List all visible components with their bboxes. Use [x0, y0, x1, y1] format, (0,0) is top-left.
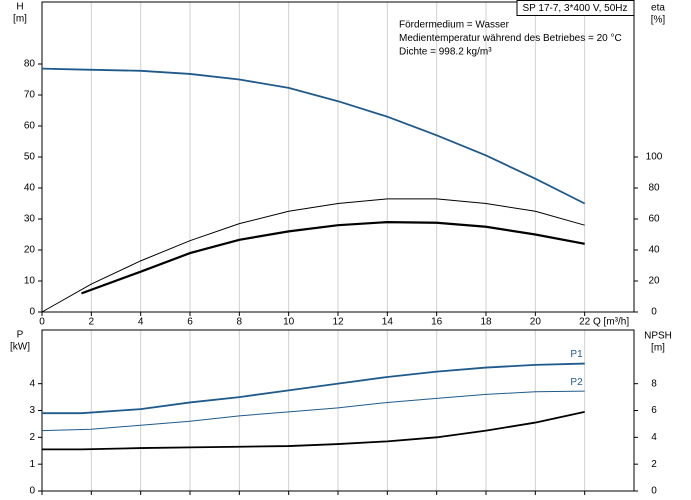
chart-title: SP 17-7, 3*400 V, 50Hz: [522, 3, 627, 14]
y-tick-label: 1: [29, 459, 35, 470]
y-axis-unit: [m]: [13, 14, 27, 25]
y2-axis-label: eta: [651, 3, 665, 14]
y2-tick-label: 0: [651, 307, 657, 318]
y-tick-label: 0: [29, 486, 35, 497]
y2-tick-label: 8: [651, 378, 657, 389]
x-tick-label: 0: [39, 317, 45, 328]
y-tick-label: 2: [29, 432, 35, 443]
x-tick-label: 22: [579, 317, 591, 328]
y2-tick-label: 100: [646, 152, 663, 163]
y-tick-label: 0: [29, 307, 35, 318]
y-tick-label: 3: [29, 405, 35, 416]
x-tick-label: 4: [138, 317, 144, 328]
y-tick-label: 20: [24, 245, 36, 256]
x-tick-label: 14: [382, 317, 394, 328]
x-tick-label: 12: [332, 317, 344, 328]
annotation: Dichte = 998.2 kg/m³: [399, 47, 492, 58]
x-tick-label: 20: [530, 317, 542, 328]
x-tick-label: 8: [237, 317, 243, 328]
y-axis-label: P: [17, 330, 24, 341]
series-line: [42, 410, 585, 451]
y-axis-unit: [kW]: [10, 342, 30, 353]
series-line: [42, 362, 585, 415]
y2-tick-label: 4: [651, 432, 657, 443]
y-tick-label: 30: [24, 214, 36, 225]
annotation: Fördermedium = Wasser: [399, 20, 510, 31]
series-line: [41, 198, 585, 313]
series-label: P1: [570, 349, 583, 360]
y2-tick-label: 40: [648, 245, 660, 256]
y-tick-label: 40: [24, 183, 36, 194]
series-line: [41, 67, 586, 205]
y-tick-label: 80: [24, 59, 36, 70]
series-line: [41, 390, 585, 432]
y2-axis-unit: [m]: [651, 343, 665, 354]
x-axis-label: Q [m³/h]: [593, 317, 629, 328]
y-tick-label: 70: [24, 90, 36, 101]
series-line: [81, 220, 585, 295]
y2-tick-label: 2: [651, 459, 657, 470]
x-tick-label: 10: [283, 317, 295, 328]
y2-axis-unit: [%]: [651, 15, 666, 26]
y2-tick-label: 60: [648, 214, 660, 225]
y-tick-label: 4: [29, 378, 35, 389]
x-tick-label: 6: [187, 317, 193, 328]
x-tick-label: 16: [431, 317, 443, 328]
y-tick-label: 50: [24, 152, 36, 163]
y2-tick-label: 20: [648, 276, 660, 287]
y-tick-label: 60: [24, 121, 36, 132]
y2-axis-label: NPSH: [644, 331, 672, 342]
title-box: [516, 0, 635, 16]
y-axis-label: H: [16, 2, 23, 13]
series-label: P2: [570, 377, 583, 388]
y2-tick-label: 80: [648, 183, 660, 194]
y-tick-label: 10: [24, 276, 36, 287]
x-tick-label: 2: [89, 317, 95, 328]
x-tick-label: 18: [480, 317, 492, 328]
y2-tick-label: 6: [651, 405, 657, 416]
y2-tick-label: 0: [651, 486, 657, 497]
annotation: Medientemperatur während des Betriebes =…: [399, 33, 622, 44]
